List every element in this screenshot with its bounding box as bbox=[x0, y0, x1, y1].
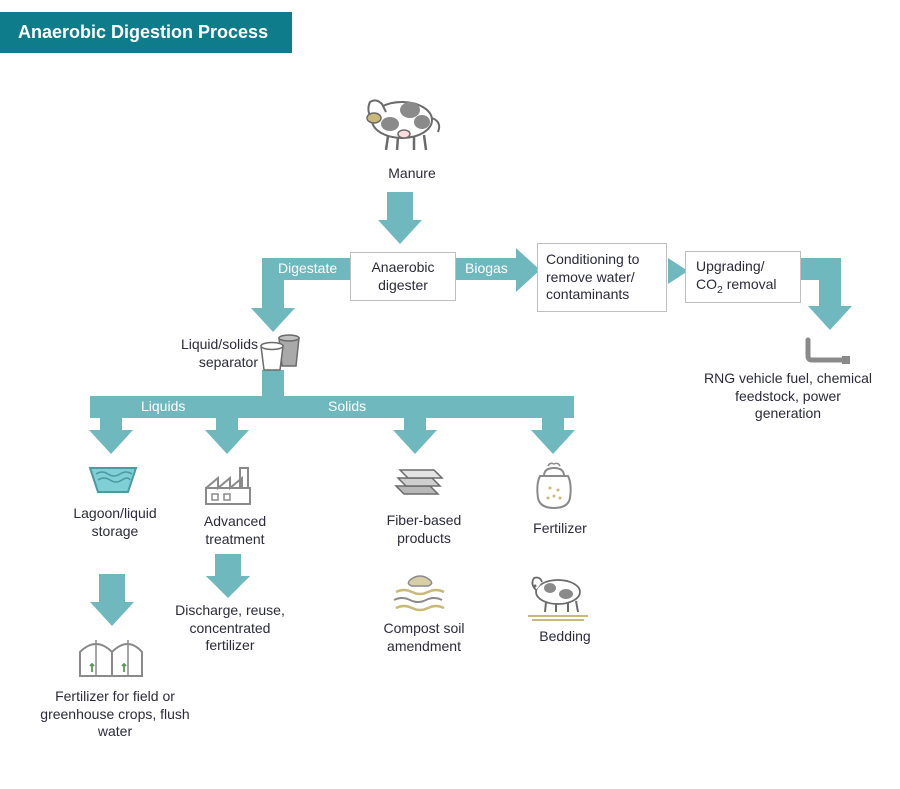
biogas-flow-label: Biogas bbox=[465, 260, 508, 276]
advanced-label: Advanced treatment bbox=[185, 513, 285, 548]
bedding-label: Bedding bbox=[525, 628, 605, 646]
solids-flow-label: Solids bbox=[328, 398, 366, 414]
digestate-flow-label: Digestate bbox=[278, 260, 337, 276]
title-text: Anaerobic Digestion Process bbox=[18, 22, 268, 42]
separator-label: Liquid/solids separator bbox=[158, 336, 258, 371]
manure-label: Manure bbox=[372, 165, 452, 183]
digester-box: Anaerobic digester bbox=[350, 252, 456, 301]
cups-icon bbox=[255, 332, 307, 374]
conditioning-label: Conditioning to remove water/ contaminan… bbox=[546, 251, 639, 302]
factory-icon bbox=[200, 460, 256, 508]
soil-icon bbox=[390, 570, 450, 614]
bag-icon bbox=[530, 458, 578, 514]
fiber-label: Fiber-based products bbox=[374, 512, 474, 547]
conditioning-box: Conditioning to remove water/ contaminan… bbox=[537, 243, 667, 312]
greenhouse-icon bbox=[76, 632, 146, 682]
cow-bedding-icon bbox=[518, 568, 594, 624]
lagoon-label: Lagoon/liquid storage bbox=[60, 505, 170, 540]
lagoon-icon bbox=[86, 460, 140, 500]
upgrading-box: Upgrading/CO2 removal bbox=[685, 251, 801, 303]
liquids-flow-label: Liquids bbox=[141, 398, 185, 414]
sheets-icon bbox=[390, 460, 444, 506]
compost-label: Compost soil amendment bbox=[364, 620, 484, 655]
discharge-label: Discharge, reuse, concentrated fertilize… bbox=[170, 602, 290, 655]
cow-icon bbox=[352, 80, 448, 160]
digester-label: Anaerobic digester bbox=[371, 259, 434, 293]
rng-label: RNG vehicle fuel, chemical feedstock, po… bbox=[703, 370, 873, 423]
pipe-icon bbox=[800, 334, 852, 368]
title-banner: Anaerobic Digestion Process bbox=[0, 12, 292, 53]
upgrading-label: Upgrading/CO2 removal bbox=[696, 258, 777, 292]
fertilizer-label: Fertilizer bbox=[520, 520, 600, 538]
greenhouse-label: Fertilizer for field or greenhouse crops… bbox=[40, 688, 190, 741]
